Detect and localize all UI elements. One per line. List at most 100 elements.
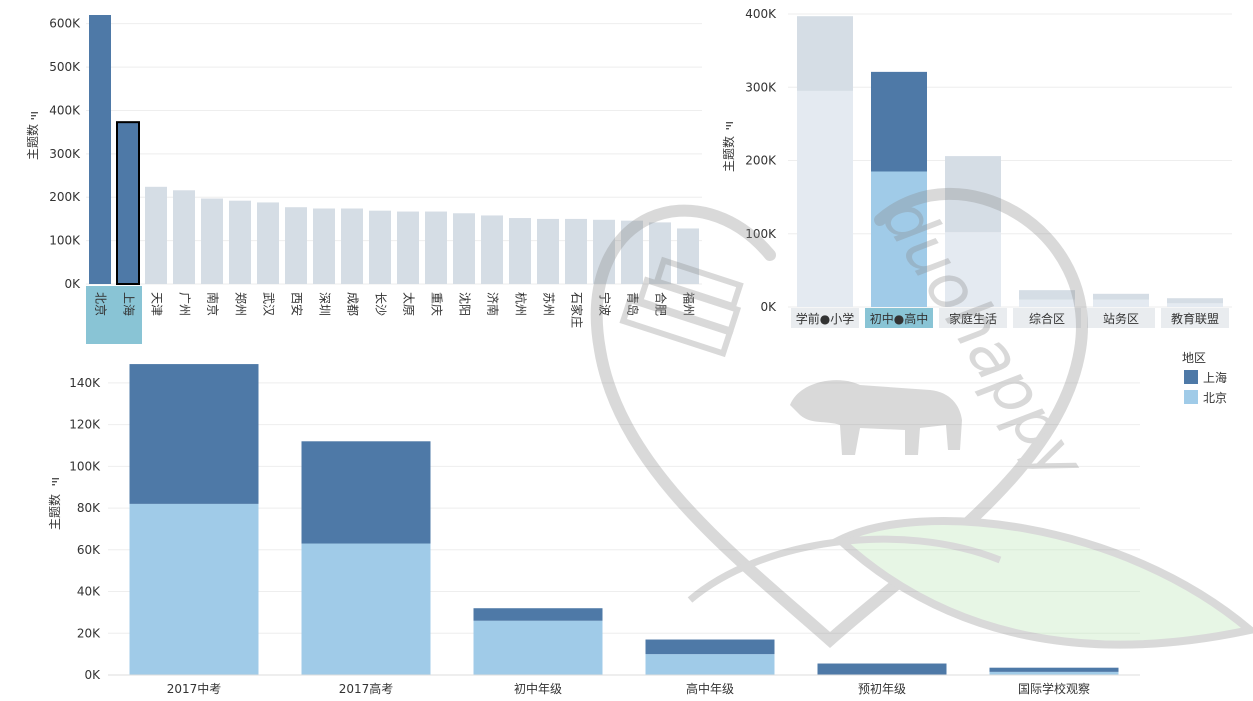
bar-shanghai-2017高考[interactable] (301, 441, 431, 544)
cities-bars[interactable] (89, 15, 699, 286)
bar-上海[interactable] (116, 121, 140, 286)
x-tick-label[interactable]: 学前●小学 (796, 311, 854, 326)
bar-青岛[interactable] (621, 220, 643, 284)
x-tick-label[interactable]: 2017高考 (339, 681, 394, 696)
bar-shanghai-预初年级[interactable] (817, 663, 947, 675)
bar-成都[interactable] (341, 208, 363, 284)
x-tick-label[interactable]: 预初年级 (858, 682, 906, 696)
y-tick-label: 20K (77, 626, 101, 640)
x-tick-label[interactable]: 太原 (402, 292, 417, 316)
sections-sort-icon[interactable] (726, 122, 733, 130)
legend-item-beijing[interactable]: 北京 (1184, 390, 1227, 405)
bar-beijing-家庭生活[interactable] (945, 232, 1001, 307)
x-tick-label[interactable]: 西安 (290, 292, 305, 316)
legend-item-shanghai[interactable]: 上海 (1184, 370, 1227, 385)
bar-长沙[interactable] (369, 210, 391, 284)
x-tick-label[interactable]: 郑州 (234, 292, 249, 316)
x-tick-label[interactable]: 上海 (122, 292, 137, 316)
bar-沈阳[interactable] (453, 213, 475, 284)
bar-福州[interactable] (677, 228, 699, 284)
bar-shanghai-综合区[interactable] (1019, 290, 1075, 300)
x-tick-label[interactable]: 站务区 (1103, 311, 1139, 326)
bar-重庆[interactable] (425, 211, 447, 284)
x-tick-label[interactable]: 2017中考 (167, 681, 222, 696)
x-tick-label[interactable]: 天津 (150, 292, 164, 316)
bar-深圳[interactable] (313, 208, 335, 284)
bar-beijing-初中年级[interactable] (473, 620, 603, 675)
x-tick-label[interactable]: 杭州 (514, 292, 529, 316)
bar-合肥[interactable] (649, 222, 671, 284)
x-tick-label[interactable]: 家庭生活 (949, 311, 997, 326)
x-tick-label[interactable]: 广州 (178, 292, 192, 316)
bar-shanghai-国际学校观察[interactable] (989, 667, 1119, 672)
bar-南京[interactable] (201, 198, 223, 284)
bar-beijing-教育联盟[interactable] (1167, 303, 1223, 307)
x-tick-label[interactable]: 苏州 (542, 292, 556, 316)
y-tick-label: 100K (49, 234, 81, 248)
x-tick-label[interactable]: 武汉 (262, 292, 276, 316)
category-cell (1013, 308, 1081, 328)
x-tick-label[interactable]: 深圳 (318, 292, 332, 316)
x-tick-label[interactable]: 国际学校观察 (1018, 681, 1090, 696)
bar-济南[interactable] (481, 215, 503, 284)
y-tick-label: 600K (49, 17, 81, 31)
y-tick-label: 300K (745, 80, 777, 94)
bar-shanghai-站务区[interactable] (1093, 293, 1149, 300)
x-tick-label[interactable]: 教育联盟 (1171, 311, 1219, 326)
bar-西安[interactable] (285, 207, 307, 284)
x-tick-label[interactable]: 重庆 (430, 292, 444, 316)
topics-y-axis: 0K 20K 40K 60K 80K 100K 120K 140K (69, 376, 101, 682)
bar-天津[interactable] (145, 186, 167, 284)
category-cell (1087, 308, 1155, 328)
bar-杭州[interactable] (509, 218, 531, 284)
bar-广州[interactable] (173, 190, 195, 284)
y-tick-label: 400K (745, 7, 777, 21)
x-tick-label[interactable]: 沈阳 (458, 292, 473, 316)
sections-bars[interactable] (797, 16, 1223, 307)
bar-苏州[interactable] (537, 218, 559, 284)
x-tick-label[interactable]: 成都 (346, 292, 360, 316)
bar-shanghai-初中●高中[interactable] (871, 71, 927, 172)
bar-shanghai-高中年级[interactable] (645, 639, 775, 655)
bar-beijing-2017中考[interactable] (129, 503, 259, 675)
legend-swatch-shanghai (1184, 370, 1198, 384)
cities-sort-icon[interactable] (31, 112, 38, 120)
x-tick-label[interactable]: 高中年级 (686, 681, 734, 696)
bar-太原[interactable] (397, 211, 419, 284)
x-tick-label[interactable]: 石家庄 (570, 292, 585, 328)
bar-beijing-综合区[interactable] (1019, 299, 1075, 307)
y-tick-label: 120K (69, 418, 101, 432)
x-tick-label[interactable]: 北京 (94, 292, 108, 316)
bar-shanghai-家庭生活[interactable] (945, 156, 1001, 233)
bar-shanghai-2017中考[interactable] (129, 364, 259, 504)
x-tick-label[interactable]: 济南 (486, 292, 501, 316)
x-tick-label[interactable]: 综合区 (1029, 311, 1065, 326)
bar-石家庄[interactable] (565, 218, 587, 284)
bar-北京[interactable] (89, 15, 111, 284)
bar-beijing-初中●高中[interactable] (871, 171, 927, 307)
x-tick-label[interactable]: 南京 (206, 292, 221, 316)
bar-武汉[interactable] (257, 202, 279, 284)
sections-y-axis-label: 主题数 (721, 136, 736, 172)
x-tick-label[interactable]: 长沙 (374, 292, 388, 316)
x-tick-label[interactable]: 宁波 (598, 292, 613, 316)
x-tick-label[interactable]: 初中●高中 (870, 311, 928, 326)
x-tick-label[interactable]: 青岛 (626, 292, 641, 316)
category-cell (1161, 308, 1229, 328)
bar-beijing-学前●小学[interactable] (797, 90, 853, 307)
bar-beijing-站务区[interactable] (1093, 299, 1149, 307)
x-tick-label[interactable]: 初中年级 (514, 681, 562, 696)
topics-sort-icon[interactable] (52, 478, 59, 486)
bar-beijing-高中年级[interactable] (645, 654, 775, 675)
bar-郑州[interactable] (229, 200, 251, 284)
bar-shanghai-教育联盟[interactable] (1167, 298, 1223, 304)
x-tick-label[interactable]: 合肥 (654, 292, 669, 316)
category-highlight (114, 286, 142, 344)
bar-beijing-2017高考[interactable] (301, 543, 431, 675)
bar-shanghai-初中年级[interactable] (473, 608, 603, 621)
bar-宁波[interactable] (593, 219, 615, 284)
topics-bars[interactable] (129, 364, 1119, 675)
bar-beijing-国际学校观察[interactable] (989, 671, 1119, 675)
bar-shanghai-学前●小学[interactable] (797, 16, 853, 91)
x-tick-label[interactable]: 福州 (682, 292, 697, 316)
